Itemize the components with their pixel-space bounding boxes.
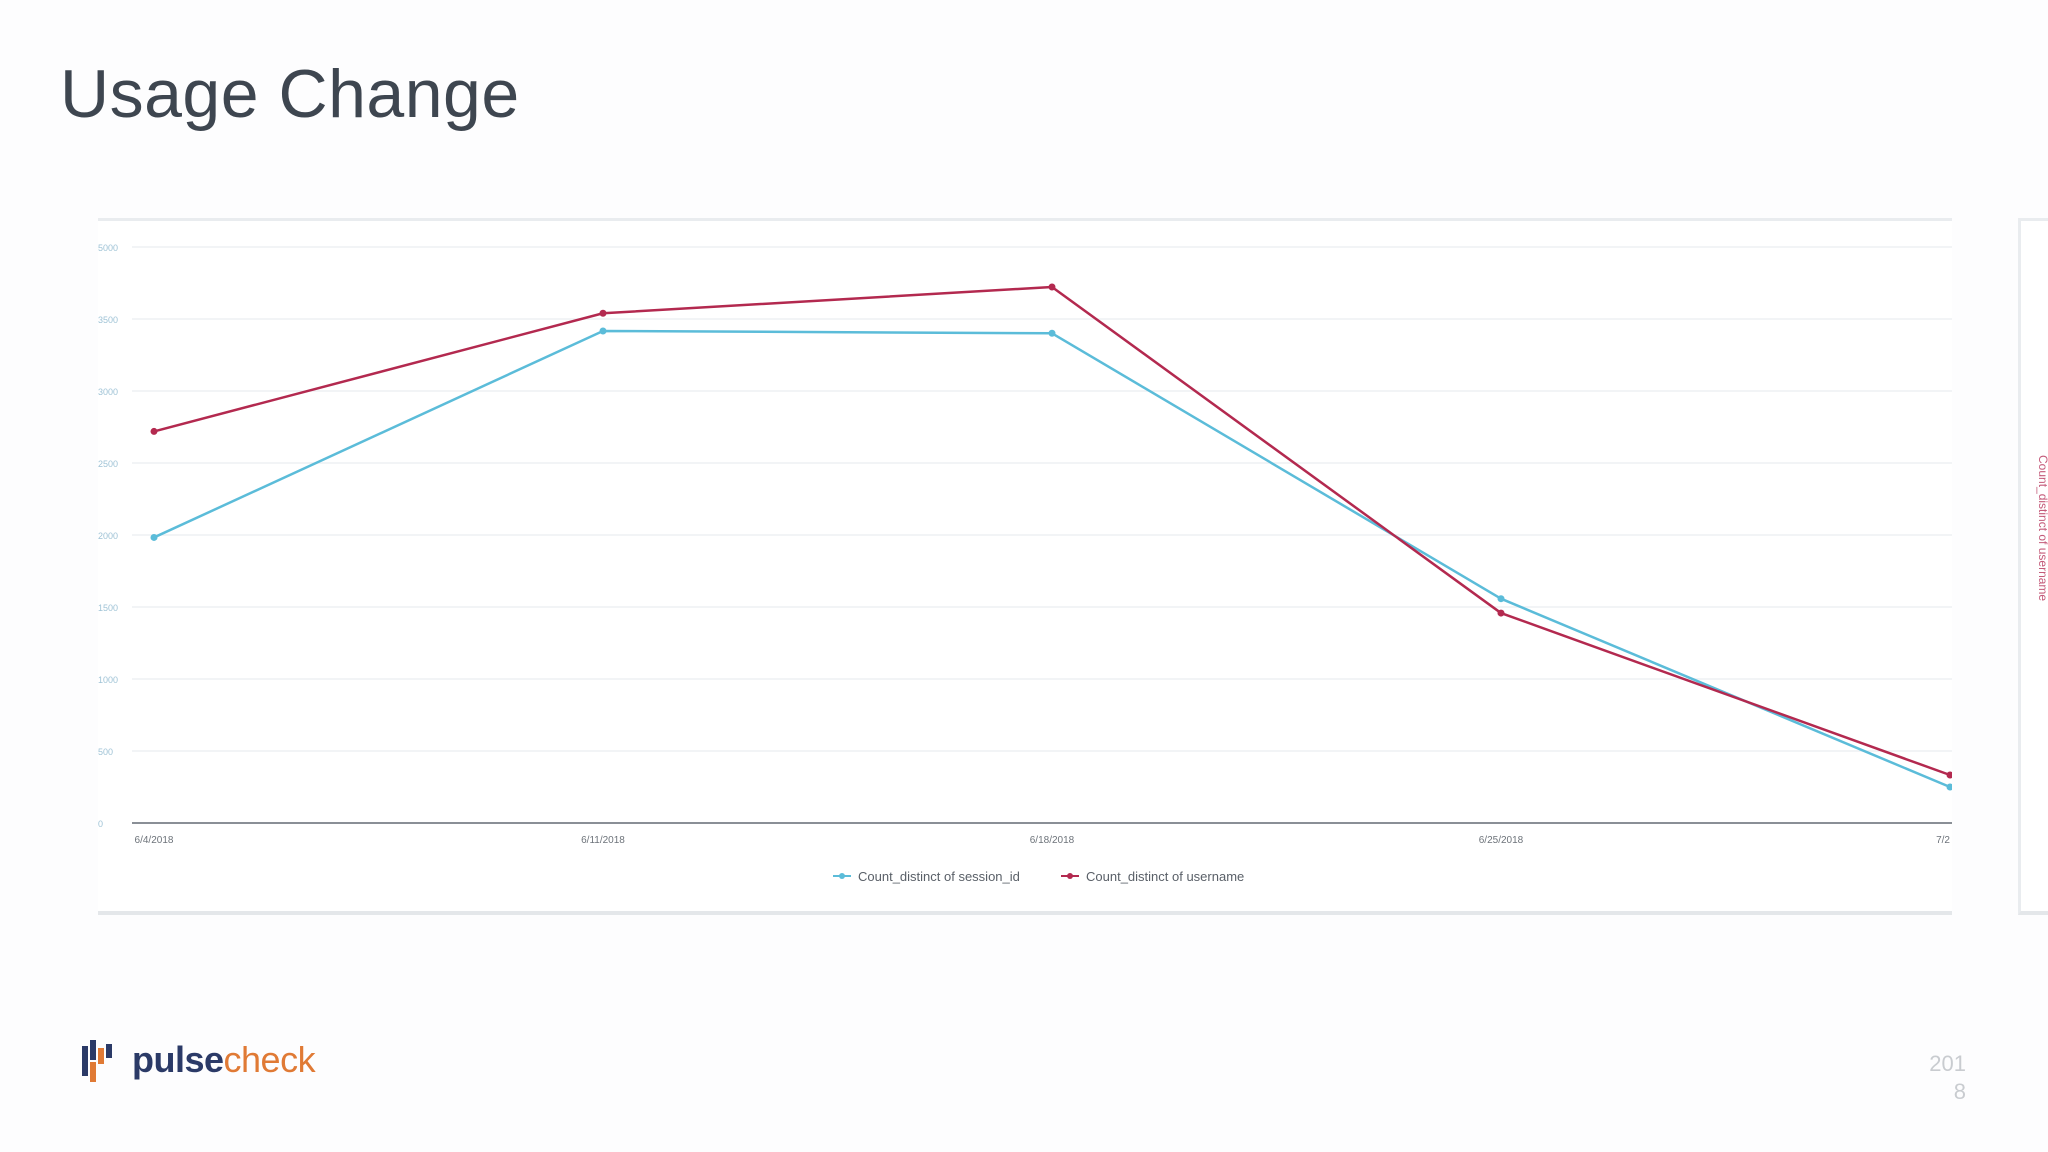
data-point [150, 533, 158, 541]
brand-logo: pulsecheck [80, 1035, 316, 1085]
data-point [1497, 609, 1505, 617]
y-tick-label: 1500 [98, 603, 118, 613]
brand-name-check: check [223, 1039, 316, 1080]
series-line [153, 285, 1951, 777]
data-point [1048, 329, 1056, 337]
y-tick-label: 500 [98, 747, 113, 757]
line-chart: 5000 3500 3000 2500 2000 1500 1000 500 0 6/4/201… [98, 218, 1952, 915]
x-tick-label: 6/11/2018 [581, 835, 625, 846]
x-tick-label: 6/25/2018 [1479, 835, 1524, 846]
data-point [599, 327, 607, 335]
y-tick-label: 2000 [98, 531, 118, 541]
data-point [1497, 595, 1505, 603]
y-tick-label: 3500 [98, 315, 118, 325]
y-tick-label: 3000 [98, 387, 118, 397]
page-number: 2018 [1929, 1051, 1966, 1104]
brand-name-pulse: pulse [132, 1039, 224, 1080]
x-tick-label: 6/18/2018 [1030, 835, 1075, 846]
legend-marker [1067, 873, 1073, 879]
legend-marker [839, 873, 845, 879]
x-axis-ticks: 6/4/2018 6/11/2018 6/18/2018 6/25/2018 7/2 [135, 835, 1951, 846]
data-point [1946, 771, 1952, 779]
pulsecheck-logo-icon [82, 1040, 112, 1082]
x-tick-label: 7/2 [1936, 835, 1950, 846]
legend-label: Count_distinct of session_id [858, 869, 1020, 884]
series-lines [150, 283, 1952, 791]
y-tick-label: 5000 [98, 243, 118, 253]
y-tick-label: 2500 [98, 459, 118, 469]
series-line [153, 329, 1951, 789]
page-title: Usage Change [60, 56, 520, 132]
data-point [599, 309, 607, 317]
brand-name: pulsecheck [132, 1039, 316, 1081]
data-point [1048, 283, 1056, 291]
data-point [150, 427, 158, 435]
y-tick-label: 1000 [98, 675, 118, 685]
data-point [1946, 783, 1952, 791]
y2-axis-label: Count_distinct of username [2036, 455, 2048, 602]
grid-lines [132, 246, 1952, 824]
y-tick-label: 0 [98, 819, 103, 829]
legend-label: Count_distinct of username [1086, 869, 1244, 884]
legend: Count_distinct of session_id Count_distin… [833, 869, 1244, 884]
secondary-axis-panel [2018, 218, 2048, 915]
x-tick-label: 6/4/2018 [135, 835, 174, 846]
